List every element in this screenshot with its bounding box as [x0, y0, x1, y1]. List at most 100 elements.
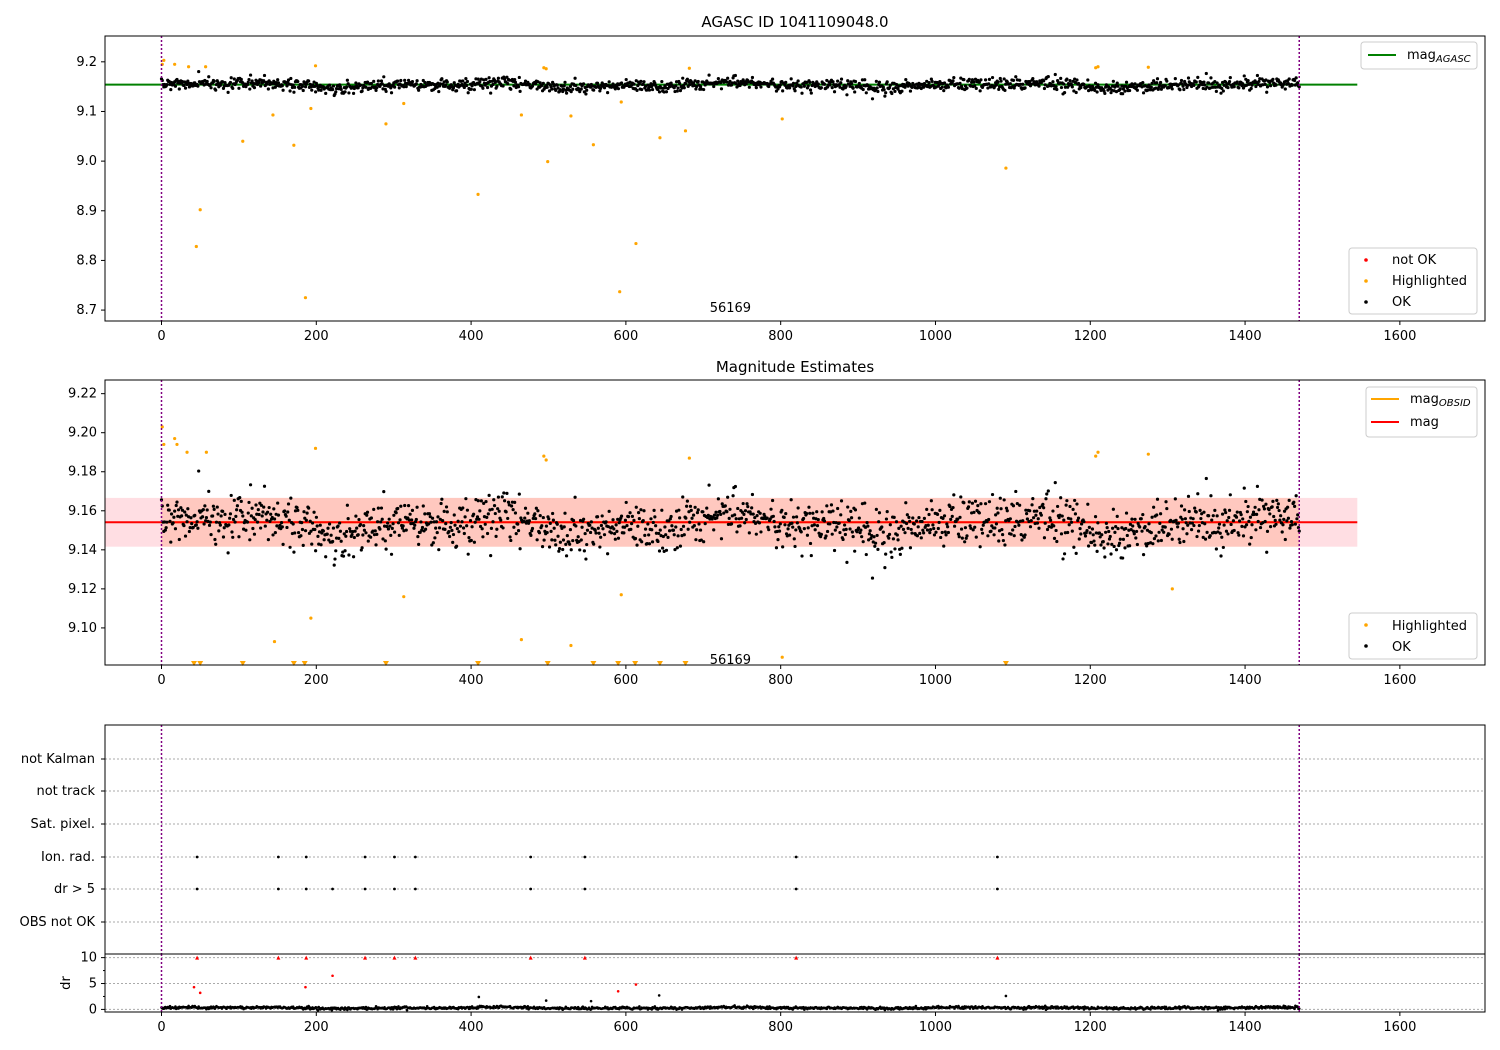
y-tick-label: 9.0: [76, 154, 97, 169]
data-point: [1128, 544, 1132, 548]
data-point: [1199, 516, 1203, 521]
data-point: [934, 530, 938, 534]
data-point: [301, 661, 308, 666]
data-point: [1105, 1005, 1108, 1009]
data-point: [1268, 512, 1272, 516]
data-point: [262, 79, 266, 83]
data-point: [759, 530, 763, 534]
data-point: [187, 81, 191, 85]
data-point: [160, 425, 164, 429]
data-point: [1133, 517, 1137, 521]
data-point: [838, 530, 842, 535]
data-point: [1213, 85, 1218, 89]
data-point: [649, 517, 653, 521]
data-point: [1023, 533, 1027, 537]
data-point: [545, 530, 549, 535]
data-point: [255, 520, 260, 524]
data-point: [186, 507, 190, 511]
data-point: [707, 483, 711, 487]
data-point: [167, 508, 171, 512]
data-point: [1069, 520, 1074, 524]
data-point: [516, 85, 521, 89]
data-point: [678, 81, 682, 86]
data-point: [1194, 80, 1198, 84]
data-point: [698, 528, 703, 532]
data-point: [197, 661, 204, 666]
data-point: [946, 530, 950, 535]
data-point: [1025, 517, 1029, 521]
data-point: [265, 518, 269, 522]
data-point: [908, 89, 913, 93]
data-point: [1173, 77, 1177, 81]
data-point: [1192, 523, 1196, 528]
data-point: [530, 84, 535, 88]
data-point: [472, 88, 476, 92]
data-point: [497, 509, 501, 513]
data-point: [745, 502, 749, 506]
data-point: [1019, 532, 1023, 537]
data-point: [481, 535, 485, 539]
data-point: [1207, 514, 1211, 518]
data-point: [392, 955, 397, 960]
data-point: [1255, 73, 1260, 78]
data-point: [922, 531, 926, 535]
data-point: [392, 513, 396, 517]
data-point: [353, 529, 357, 533]
y-tick-label: 0: [89, 1002, 97, 1017]
data-point: [1186, 494, 1191, 498]
data-point: [1193, 506, 1197, 510]
data-point: [851, 534, 855, 539]
data-point: [550, 87, 554, 91]
data-point: [1108, 534, 1112, 539]
data-point: [296, 79, 300, 84]
panel1-legend-lower: not OK Highlighted OK: [1348, 247, 1478, 315]
data-point: [319, 543, 323, 547]
data-point: [261, 510, 265, 514]
data-point: [460, 520, 464, 524]
data-point: [796, 506, 800, 510]
data-point: [1121, 537, 1126, 541]
data-point: [410, 79, 415, 84]
data-point: [408, 512, 412, 516]
data-point: [1102, 546, 1106, 550]
data-point: [970, 78, 975, 82]
data-point: [266, 537, 270, 542]
data-point: [729, 522, 734, 526]
data-point: [275, 524, 279, 528]
data-point: [948, 504, 952, 509]
data-point: [346, 1008, 349, 1012]
data-point: [223, 80, 227, 85]
data-point: [214, 520, 219, 524]
data-point: [727, 516, 731, 520]
data-point: [338, 85, 343, 89]
data-point: [482, 501, 486, 505]
data-point: [318, 523, 322, 527]
data-point: [853, 79, 858, 84]
data-point: [1051, 80, 1055, 84]
panel1-obsid-annotation: 56169: [710, 301, 751, 316]
data-point: [911, 516, 915, 520]
data-point: [165, 520, 169, 524]
y-tick-label: 5: [89, 977, 97, 992]
data-point: [358, 83, 363, 87]
data-point: [580, 525, 584, 529]
data-point: [820, 510, 824, 514]
data-point: [245, 520, 250, 524]
data-point: [971, 528, 975, 532]
data-point: [257, 512, 261, 517]
data-point: [750, 506, 754, 510]
data-point: [1203, 83, 1207, 87]
data-point: [462, 85, 466, 90]
data-point: [348, 527, 352, 531]
data-point: [1200, 512, 1204, 516]
data-point: [726, 522, 731, 527]
data-point: [276, 81, 281, 85]
data-point: [877, 520, 881, 524]
data-point: [1167, 532, 1171, 536]
data-point: [1170, 587, 1174, 591]
data-point: [912, 522, 916, 526]
data-point: [781, 545, 785, 549]
data-point: [279, 521, 284, 525]
data-point: [1002, 661, 1009, 666]
